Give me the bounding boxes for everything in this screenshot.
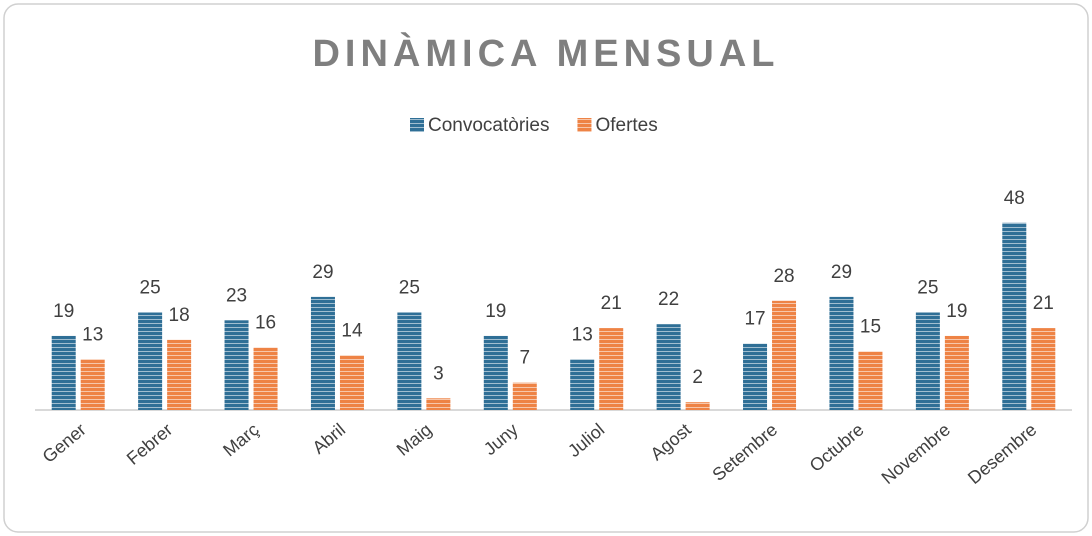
data-label: 25	[399, 278, 420, 299]
data-label: 13	[572, 324, 593, 345]
legend-label: Ofertes	[595, 115, 657, 136]
legend-swatch	[577, 118, 592, 132]
data-label: 3	[433, 363, 444, 384]
data-label: 19	[946, 301, 967, 322]
data-label: 48	[1004, 188, 1025, 209]
data-label: 19	[53, 301, 74, 322]
bar	[656, 324, 681, 410]
data-label: 18	[169, 305, 190, 326]
data-label: 21	[601, 293, 622, 314]
data-label: 21	[1033, 293, 1054, 314]
bar	[858, 351, 883, 410]
data-label: 19	[485, 301, 506, 322]
bar	[80, 359, 105, 410]
data-label: 13	[82, 324, 103, 345]
bar	[512, 382, 537, 410]
data-label: 14	[341, 320, 363, 341]
bar	[224, 320, 249, 410]
data-label: 29	[831, 262, 852, 283]
bar	[570, 359, 595, 410]
bar	[1002, 222, 1027, 410]
data-label: 7	[520, 348, 531, 369]
bar	[138, 312, 163, 410]
bar	[1031, 328, 1056, 410]
data-label: 17	[744, 309, 765, 330]
bar	[944, 335, 969, 410]
data-label: 25	[917, 278, 938, 299]
bar	[253, 347, 278, 410]
bar	[685, 402, 710, 410]
bar	[599, 328, 624, 410]
legend-swatch	[410, 118, 424, 132]
bar	[743, 343, 768, 410]
data-label: 25	[140, 278, 161, 299]
bar	[339, 355, 364, 410]
data-label: 28	[773, 266, 794, 287]
data-label: 23	[226, 285, 247, 306]
bar	[915, 312, 940, 410]
data-label: 15	[860, 317, 881, 338]
bar	[772, 300, 797, 410]
bar	[51, 335, 76, 410]
data-label: 16	[255, 313, 276, 334]
bar	[310, 296, 335, 410]
chart-title: DINÀMICA MENSUAL	[312, 31, 779, 75]
bar	[426, 398, 451, 410]
data-label: 29	[312, 262, 333, 283]
bar	[397, 312, 422, 410]
data-label: 2	[692, 367, 703, 388]
bar	[483, 335, 508, 410]
bar	[167, 339, 192, 410]
legend-label: Convocatòries	[428, 115, 549, 136]
bar	[829, 296, 854, 410]
data-label: 22	[658, 289, 679, 310]
